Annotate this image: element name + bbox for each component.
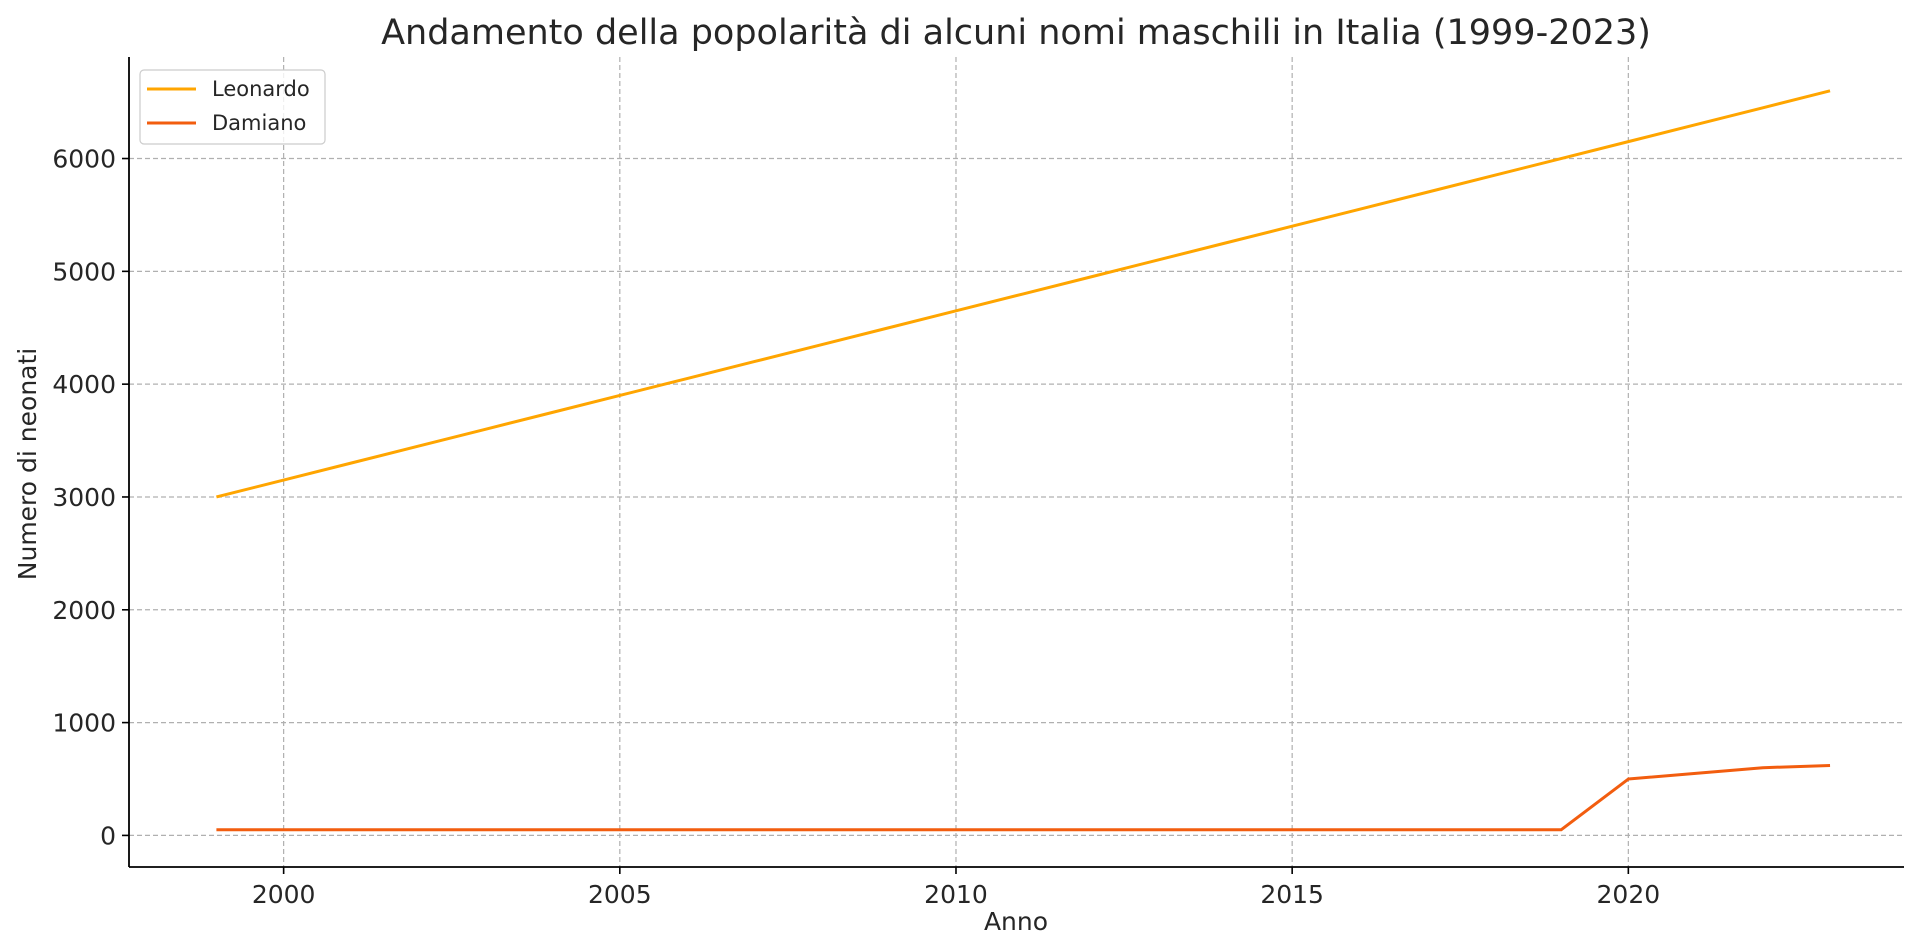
axes (128, 57, 1904, 868)
grid (129, 57, 1904, 867)
x-axis-label: Anno (984, 907, 1048, 936)
legend-label-leonardo: Leonardo (212, 77, 310, 101)
y-tick-label: 6000 (52, 145, 116, 174)
legend: Leonardo Damiano (139, 69, 326, 145)
y-tick-label: 5000 (52, 257, 116, 286)
y-tick-label: 1000 (52, 709, 116, 738)
y-axis-label: Numero di neonati (13, 348, 42, 580)
y-tick-label: 2000 (52, 596, 116, 625)
x-tick-label: 2015 (1260, 880, 1324, 909)
x-tick-label: 2010 (924, 880, 988, 909)
y-tick-label: 0 (100, 821, 116, 850)
x-axis-ticks: 2000 2005 2010 2015 2020 (252, 867, 1660, 909)
chart-title: Andamento della popolarità di alcuni nom… (381, 13, 1651, 53)
y-axis-ticks: 0 1000 2000 3000 4000 5000 6000 (52, 145, 129, 850)
series-line-damiano (216, 763, 1831, 832)
x-tick-label: 2005 (588, 880, 652, 909)
y-tick-label: 4000 (52, 370, 116, 399)
y-tick-label: 3000 (52, 483, 116, 512)
x-tick-label: 2000 (252, 880, 316, 909)
series-line-leonardo (216, 89, 1831, 499)
x-tick-label: 2020 (1597, 880, 1661, 909)
series-lines (216, 89, 1831, 832)
legend-label-damiano: Damiano (212, 111, 306, 135)
